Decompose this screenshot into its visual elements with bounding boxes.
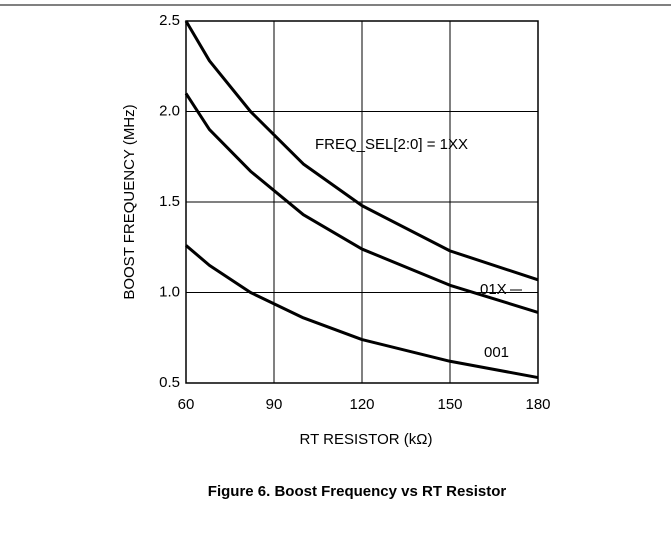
x-tick-label: 60: [178, 396, 195, 413]
series-line: [184, 92, 539, 314]
series-label: 01X: [480, 281, 507, 298]
series-line: [185, 244, 539, 380]
y-tick-label: 0.5: [159, 374, 180, 391]
y-tick-label: 2.5: [159, 12, 180, 29]
series-label: FREQ_SEL[2:0] = 1XX: [315, 136, 468, 153]
x-tick-label: 120: [349, 396, 374, 413]
series-line: [184, 20, 539, 282]
y-axis-label: BOOST FREQUENCY (MHz): [121, 104, 138, 299]
x-axis-label: RT RESISTOR (kΩ): [300, 431, 433, 448]
x-tick-label: 90: [266, 396, 283, 413]
y-tick-label: 1.5: [159, 193, 180, 210]
x-tick-label: 180: [525, 396, 550, 413]
y-tick-label: 1.0: [159, 283, 180, 300]
x-tick-label: 150: [437, 396, 462, 413]
y-tick-label: 2.0: [159, 102, 180, 119]
plot-frame: [185, 20, 539, 384]
caption: Figure 6. Boost Frequency vs RT Resistor: [208, 483, 507, 500]
series-label: 001: [484, 344, 509, 361]
